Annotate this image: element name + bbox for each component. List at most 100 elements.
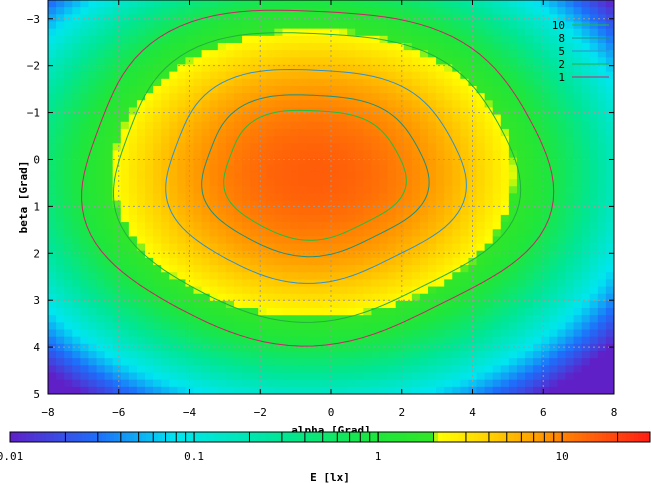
heatmap-cell: [411, 85, 421, 94]
heatmap-cell: [290, 143, 300, 152]
heatmap-cell: [185, 365, 195, 374]
heatmap-cell: [411, 57, 421, 66]
heatmap-cell: [533, 365, 542, 374]
heatmap-cell: [322, 207, 332, 216]
heatmap-cell: [605, 329, 614, 338]
heatmap-cell: [88, 21, 98, 30]
heatmap-cell: [250, 265, 259, 273]
heatmap-cell: [314, 351, 324, 359]
heatmap-cell: [201, 171, 211, 180]
heatmap-cell: [500, 50, 510, 58]
heatmap-cell: [282, 0, 292, 8]
heatmap-cell: [492, 164, 502, 173]
heatmap-cell: [282, 7, 292, 15]
heatmap-cell: [419, 71, 429, 80]
heatmap-cell: [96, 358, 106, 366]
heatmap-cell: [557, 243, 567, 252]
heatmap-cell: [557, 128, 567, 137]
heatmap-cell: [500, 171, 510, 180]
heatmap-cell: [104, 114, 114, 123]
heatmap-cell: [120, 193, 130, 202]
heatmap-cell: [153, 300, 162, 309]
heatmap-cell: [581, 14, 591, 23]
heatmap-cell: [589, 157, 599, 166]
heatmap-cell: [347, 286, 356, 295]
heatmap-cell: [516, 107, 526, 116]
heatmap-cell: [112, 71, 122, 80]
heatmap-cell: [339, 150, 348, 159]
heatmap-cell: [436, 42, 445, 51]
heatmap-cell: [282, 293, 292, 302]
heatmap-cell: [217, 308, 227, 316]
heatmap-cell: [508, 293, 518, 302]
heatmap-cell: [56, 308, 65, 316]
heatmap-cell: [533, 186, 542, 195]
heatmap-cell: [274, 315, 284, 323]
heatmap-cell: [322, 214, 332, 223]
heatmap-cell: [565, 329, 575, 338]
heatmap-cell: [250, 365, 259, 374]
heatmap-cell: [500, 114, 510, 123]
heatmap-cell: [306, 107, 316, 116]
heatmap-cell: [306, 171, 316, 180]
heatmap-cell: [242, 107, 251, 116]
colorbar-segment: [390, 432, 395, 442]
heatmap-cell: [355, 157, 364, 166]
heatmap-cell: [48, 193, 57, 202]
heatmap-cell: [452, 171, 461, 180]
heatmap-cell: [500, 179, 510, 187]
heatmap-cell: [525, 78, 534, 87]
heatmap-cell: [169, 293, 178, 302]
heatmap-cell: [161, 322, 170, 331]
heatmap-cell: [549, 315, 558, 323]
heatmap-cell: [136, 308, 146, 316]
heatmap-cell: [250, 257, 259, 266]
heatmap-cell: [605, 379, 614, 388]
heatmap-cell: [112, 114, 122, 123]
heatmap-cell: [104, 0, 114, 8]
heatmap-cell: [153, 150, 162, 159]
colorbar-segment: [126, 432, 131, 442]
heatmap-cell: [88, 365, 98, 374]
heatmap-cell: [266, 78, 275, 87]
heatmap-cell: [541, 293, 550, 302]
heatmap-cell: [161, 222, 170, 230]
heatmap-cell: [605, 229, 614, 237]
heatmap-cell: [331, 250, 340, 259]
heatmap-cell: [298, 42, 308, 51]
heatmap-cell: [185, 200, 195, 209]
heatmap-cell: [298, 257, 308, 266]
heatmap-cell: [460, 207, 470, 216]
heatmap-cell: [266, 222, 275, 230]
heatmap-cell: [516, 21, 526, 30]
heatmap-cell: [605, 35, 614, 44]
heatmap-cell: [56, 143, 65, 152]
heatmap-cell: [322, 343, 332, 352]
heatmap-cell: [185, 293, 195, 302]
heatmap-cell: [597, 293, 607, 302]
heatmap-cell: [225, 293, 235, 302]
heatmap-cell: [371, 358, 381, 366]
heatmap-cell: [516, 222, 526, 230]
heatmap-cell: [476, 7, 486, 15]
heatmap-cell: [436, 21, 445, 30]
heatmap-cell: [120, 121, 130, 130]
heatmap-cell: [169, 7, 178, 15]
heatmap-cell: [411, 71, 421, 80]
heatmap-cell: [80, 293, 90, 302]
heatmap-cell: [161, 171, 170, 180]
heatmap-cell: [347, 322, 356, 331]
heatmap-cell: [597, 7, 607, 15]
heatmap-cell: [492, 243, 502, 252]
heatmap-cell: [298, 200, 308, 209]
heatmap-cell: [444, 193, 453, 202]
heatmap-cell: [193, 71, 203, 80]
heatmap-cell: [72, 315, 81, 323]
heatmap-cell: [274, 157, 284, 166]
heatmap-cell: [128, 128, 138, 137]
heatmap-cell: [56, 236, 65, 245]
heatmap-cell: [177, 136, 187, 144]
heatmap-cell: [193, 243, 203, 252]
heatmap-cell: [387, 35, 397, 44]
heatmap-cell: [314, 343, 324, 352]
